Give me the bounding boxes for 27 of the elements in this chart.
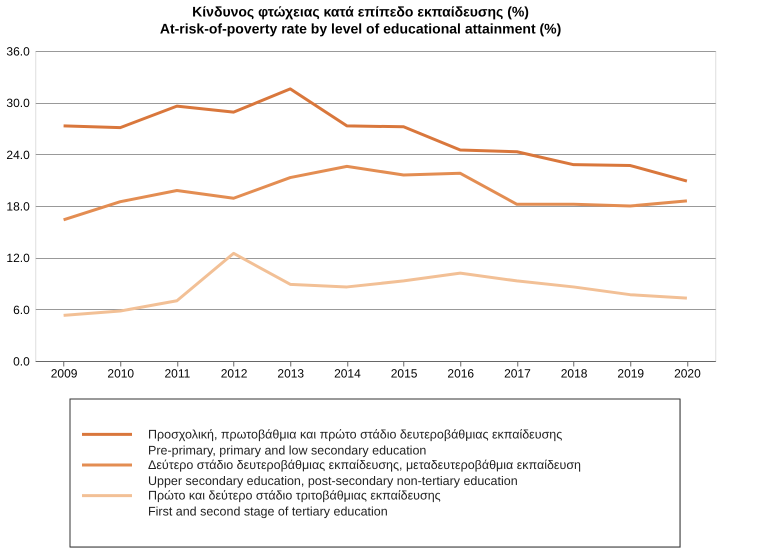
x-tick-label: 2019 [617,366,644,380]
x-tick-label: 2020 [674,366,702,380]
legend-label: Πρώτο και δεύτερο στάδιο τριτοβάθμιας εκπαίδευσης First and second stage of tertiary education [148,488,441,519]
line-series [62,164,688,222]
x-tick-label: 2017 [504,366,532,380]
legend-label: Προσχολική, πρωτοβάθμια και πρώτο στάδιο δευτεροβάθμιας εκπαίδευσης Pre-primary, primary and low secondary education [148,427,562,458]
x-tick-label: 2018 [560,366,588,380]
x-tick-label: 2009 [50,366,78,380]
chart-subtitle: At-risk-of-poverty rate by level of educational attainment (%) [160,20,562,36]
x-tick-label: 2011 [164,366,191,380]
x-tick-label: 2013 [277,366,304,380]
line-series [62,252,688,317]
x-tick-label: 2012 [220,366,248,380]
x-tick-label: 2014 [334,366,362,380]
x-tick-label: 2010 [107,366,134,380]
y-tick-label: 30.0 [6,96,30,110]
x-tick-label: 2016 [447,366,474,380]
y-tick-label: 24.0 [6,148,30,162]
y-tick-label: 18.0 [6,200,30,214]
line-series [62,87,688,183]
legend-label: Δεύτερο στάδιο δευτεροβάθμιας εκπαίδευσης, μεταδευτεροβάθμια εκπαίδευση Upper secondary education, post-secondary non-tertiary education [148,458,582,488]
y-tick-label: 12.0 [6,251,30,266]
y-tick-label: 6.0 [13,302,30,317]
x-tick-label: 2015 [390,366,418,380]
y-tick-label: 36.0 [6,44,30,58]
chart-title: Κίνδυνος φτώχειας κατά επίπεδο εκπαίδευσης (%) [192,4,529,20]
y-tick-label: 0.0 [13,354,30,368]
